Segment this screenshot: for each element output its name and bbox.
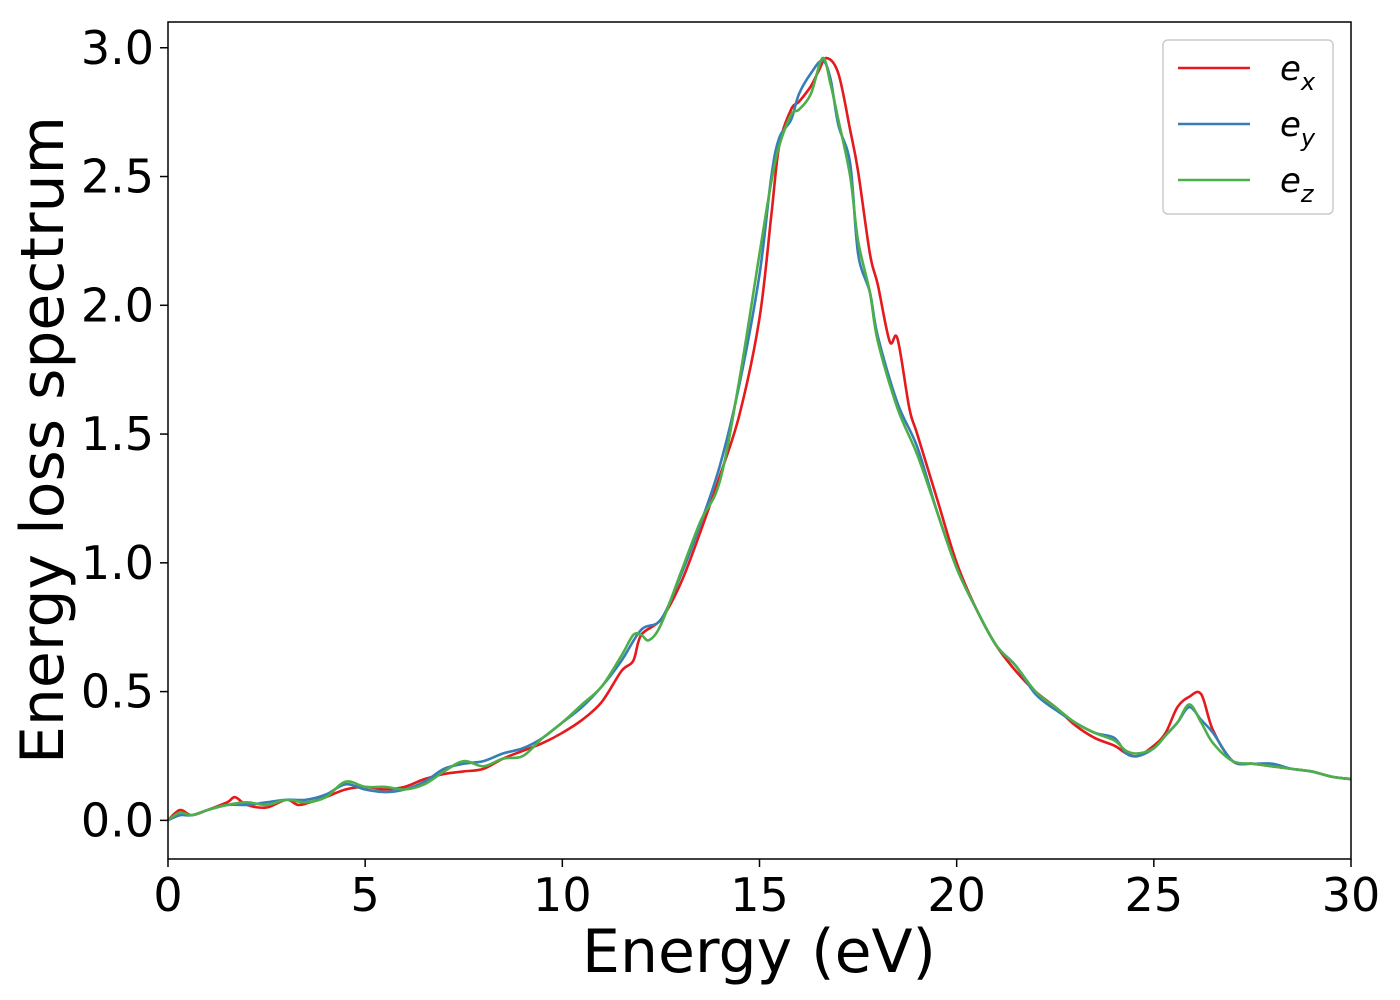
x-tick-label: 20 — [927, 868, 986, 922]
y-tick-label: 1.5 — [81, 407, 154, 461]
legend-label-base: e — [1280, 161, 1301, 201]
x-tick-label: 15 — [730, 868, 789, 922]
y-axis-title: Energy loss spectrum — [8, 116, 78, 764]
x-tick-label: 25 — [1125, 868, 1184, 922]
legend-box — [1162, 39, 1334, 215]
legend-label-z: ez — [1280, 161, 1315, 208]
y-tick-label: 3.0 — [81, 21, 154, 75]
legend-label-subscript: y — [1300, 124, 1316, 152]
legend-label-x: ex — [1280, 49, 1316, 96]
legend-label-base: e — [1280, 105, 1301, 145]
y-tick-label: 2.0 — [81, 278, 154, 332]
x-axis-title: Energy (eV) — [582, 917, 936, 987]
x-tick-label: 10 — [533, 868, 592, 922]
y-tick-label: 1.0 — [81, 536, 154, 590]
x-tick-label: 5 — [351, 868, 380, 922]
legend-label-subscript: z — [1300, 180, 1315, 208]
series-line-z — [167, 56, 1352, 822]
y-tick-label: 2.5 — [81, 150, 154, 204]
y-tick-label: 0.5 — [81, 665, 154, 719]
plot-background — [168, 22, 1351, 859]
x-axis: 0 5 10 15 20 25 30 — [153, 859, 1380, 922]
y-tick-label: 0.0 — [81, 793, 154, 847]
x-tick-label: 30 — [1322, 868, 1381, 922]
x-tick-label: 0 — [153, 868, 182, 922]
legend-label-y: ey — [1280, 105, 1316, 152]
legend-label-base: e — [1280, 49, 1301, 89]
y-axis: 0.0 0.5 1.0 1.5 2.0 2.5 3.0 — [81, 21, 168, 847]
legend-label-subscript: x — [1300, 68, 1316, 96]
series-layer — [167, 56, 1352, 822]
